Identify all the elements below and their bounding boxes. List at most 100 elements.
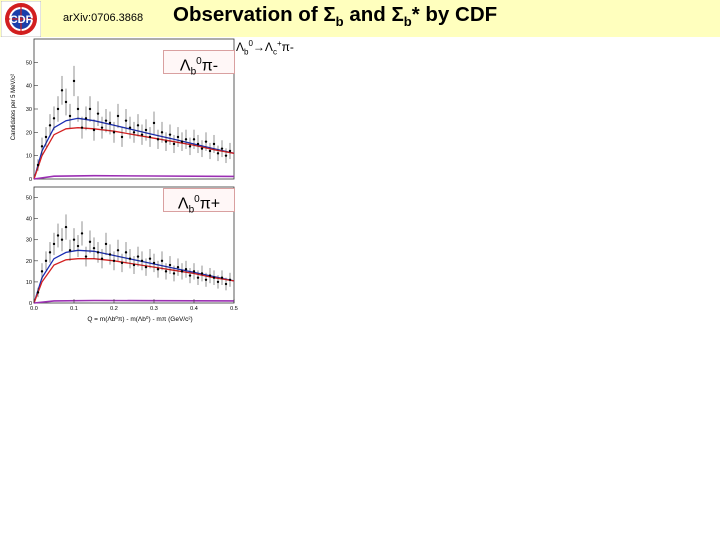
bottom-data-point [188,274,192,277]
top-data-point [144,128,148,132]
top-y-tick-label: 30 [26,107,32,113]
top-data-point [36,163,40,167]
top-data-point [208,149,212,153]
top-data-point [196,142,200,146]
bottom-data-point [196,276,200,279]
top-data-point [56,107,60,111]
top-data-point [112,131,116,134]
top-data-point [92,128,96,132]
top-data-point [128,126,132,129]
bottom-data-point [68,249,72,252]
bottom-data-point [180,270,184,273]
top-data-point [80,126,84,129]
top-data-point [84,117,88,120]
bottom-fit-curve-3 [33,299,235,304]
bottom-data-point [104,242,108,246]
bottom-data-point [204,278,208,281]
top-y-tick-label: 20 [26,130,32,136]
top-data-point [204,140,208,143]
x-tick-label: 0.0 [30,306,38,312]
bottom-data-point [52,242,56,246]
top-data-point [172,142,176,146]
bottom-y-tick-label: 30 [26,238,32,244]
top-data-point [120,135,124,139]
x-axis-title: Q = m(Λb⁰π) - m(Λb⁰) - mπ (GeV/c²) [87,315,192,323]
top-data-point [64,100,68,104]
top-data-point [48,124,52,127]
bottom-data-point [164,270,168,273]
bottom-data-point [48,251,52,254]
top-data-point [168,133,172,136]
top-data-point [176,135,180,139]
bottom-y-tick-label: 40 [26,217,32,223]
top-data-point [152,121,156,125]
bottom-data-point [208,274,212,277]
bottom-data-point [148,257,152,260]
bottom-data-point [168,263,172,267]
bottom-data-point [160,259,164,263]
bottom-data-point [200,272,204,275]
bottom-data-point [40,270,44,273]
bottom-data-point [120,261,124,265]
top-data-point [224,154,228,157]
top-fit-curve-3 [33,174,235,180]
page-title: Observation of Σb and Σb* by CDF [173,3,498,30]
top-data-point [96,112,100,115]
bottom-data-point [116,249,120,252]
bottom-y-tick-label: 10 [26,280,32,286]
bottom-data-point [144,265,148,269]
bottom-data-point [84,255,88,258]
bottom-data-point [140,259,144,263]
bottom-data-point [156,268,160,271]
top-data-point [100,126,104,129]
top-data-point [52,117,56,120]
top-data-point [228,149,232,153]
top-data-point [212,142,216,146]
bottom-data-point [228,278,232,281]
x-tick-label: 0.2 [110,306,118,312]
x-tick-label: 0.1 [70,306,78,312]
panel-top-label: Λb0π- [163,50,235,78]
top-data-point [140,133,144,136]
bottom-data-point [124,251,128,254]
bottom-y-tick-label: 0 [29,301,32,307]
decay-mode: Λb0→Λc+π- [236,39,294,57]
top-y-tick-label: 50 [26,60,32,66]
top-data-point [164,140,168,143]
top-y-tick-label: 0 [29,177,32,183]
bottom-data-point [44,259,48,263]
top-data-point [216,152,220,155]
bottom-data-point [220,276,224,279]
top-data-point [192,138,196,141]
top-data-point [156,138,160,141]
bottom-data-point [88,240,92,244]
bottom-data-point [224,282,228,286]
bottom-data-point [112,259,116,263]
bottom-data-point [72,238,76,241]
top-y-tick-label: 10 [26,154,32,160]
arxiv-id: arXiv:0706.3868 [63,12,144,24]
top-data-point [60,89,64,92]
top-data-point [108,121,112,125]
top-data-point [40,145,44,148]
top-data-point [116,114,120,118]
top-data-point [160,131,164,134]
top-data-point [88,107,92,111]
bottom-y-tick-label: 20 [26,259,32,265]
bottom-data-point [192,270,196,273]
top-data-point [124,119,128,122]
top-data-point [184,138,188,141]
bottom-y-tick-label: 50 [26,196,32,202]
top-data-point [220,147,224,150]
x-tick-label: 0.3 [150,306,158,312]
bottom-data-point [132,263,136,267]
logo-text: CDF [10,14,33,26]
top-data-point [44,135,48,139]
bottom-data-point [172,272,176,275]
cdf-logo: CDF [1,1,41,37]
bottom-data-point [80,232,84,235]
top-data-point [68,114,72,118]
bottom-data-point [36,291,40,294]
bottom-data-point [96,251,100,254]
bottom-data-point [56,234,60,237]
